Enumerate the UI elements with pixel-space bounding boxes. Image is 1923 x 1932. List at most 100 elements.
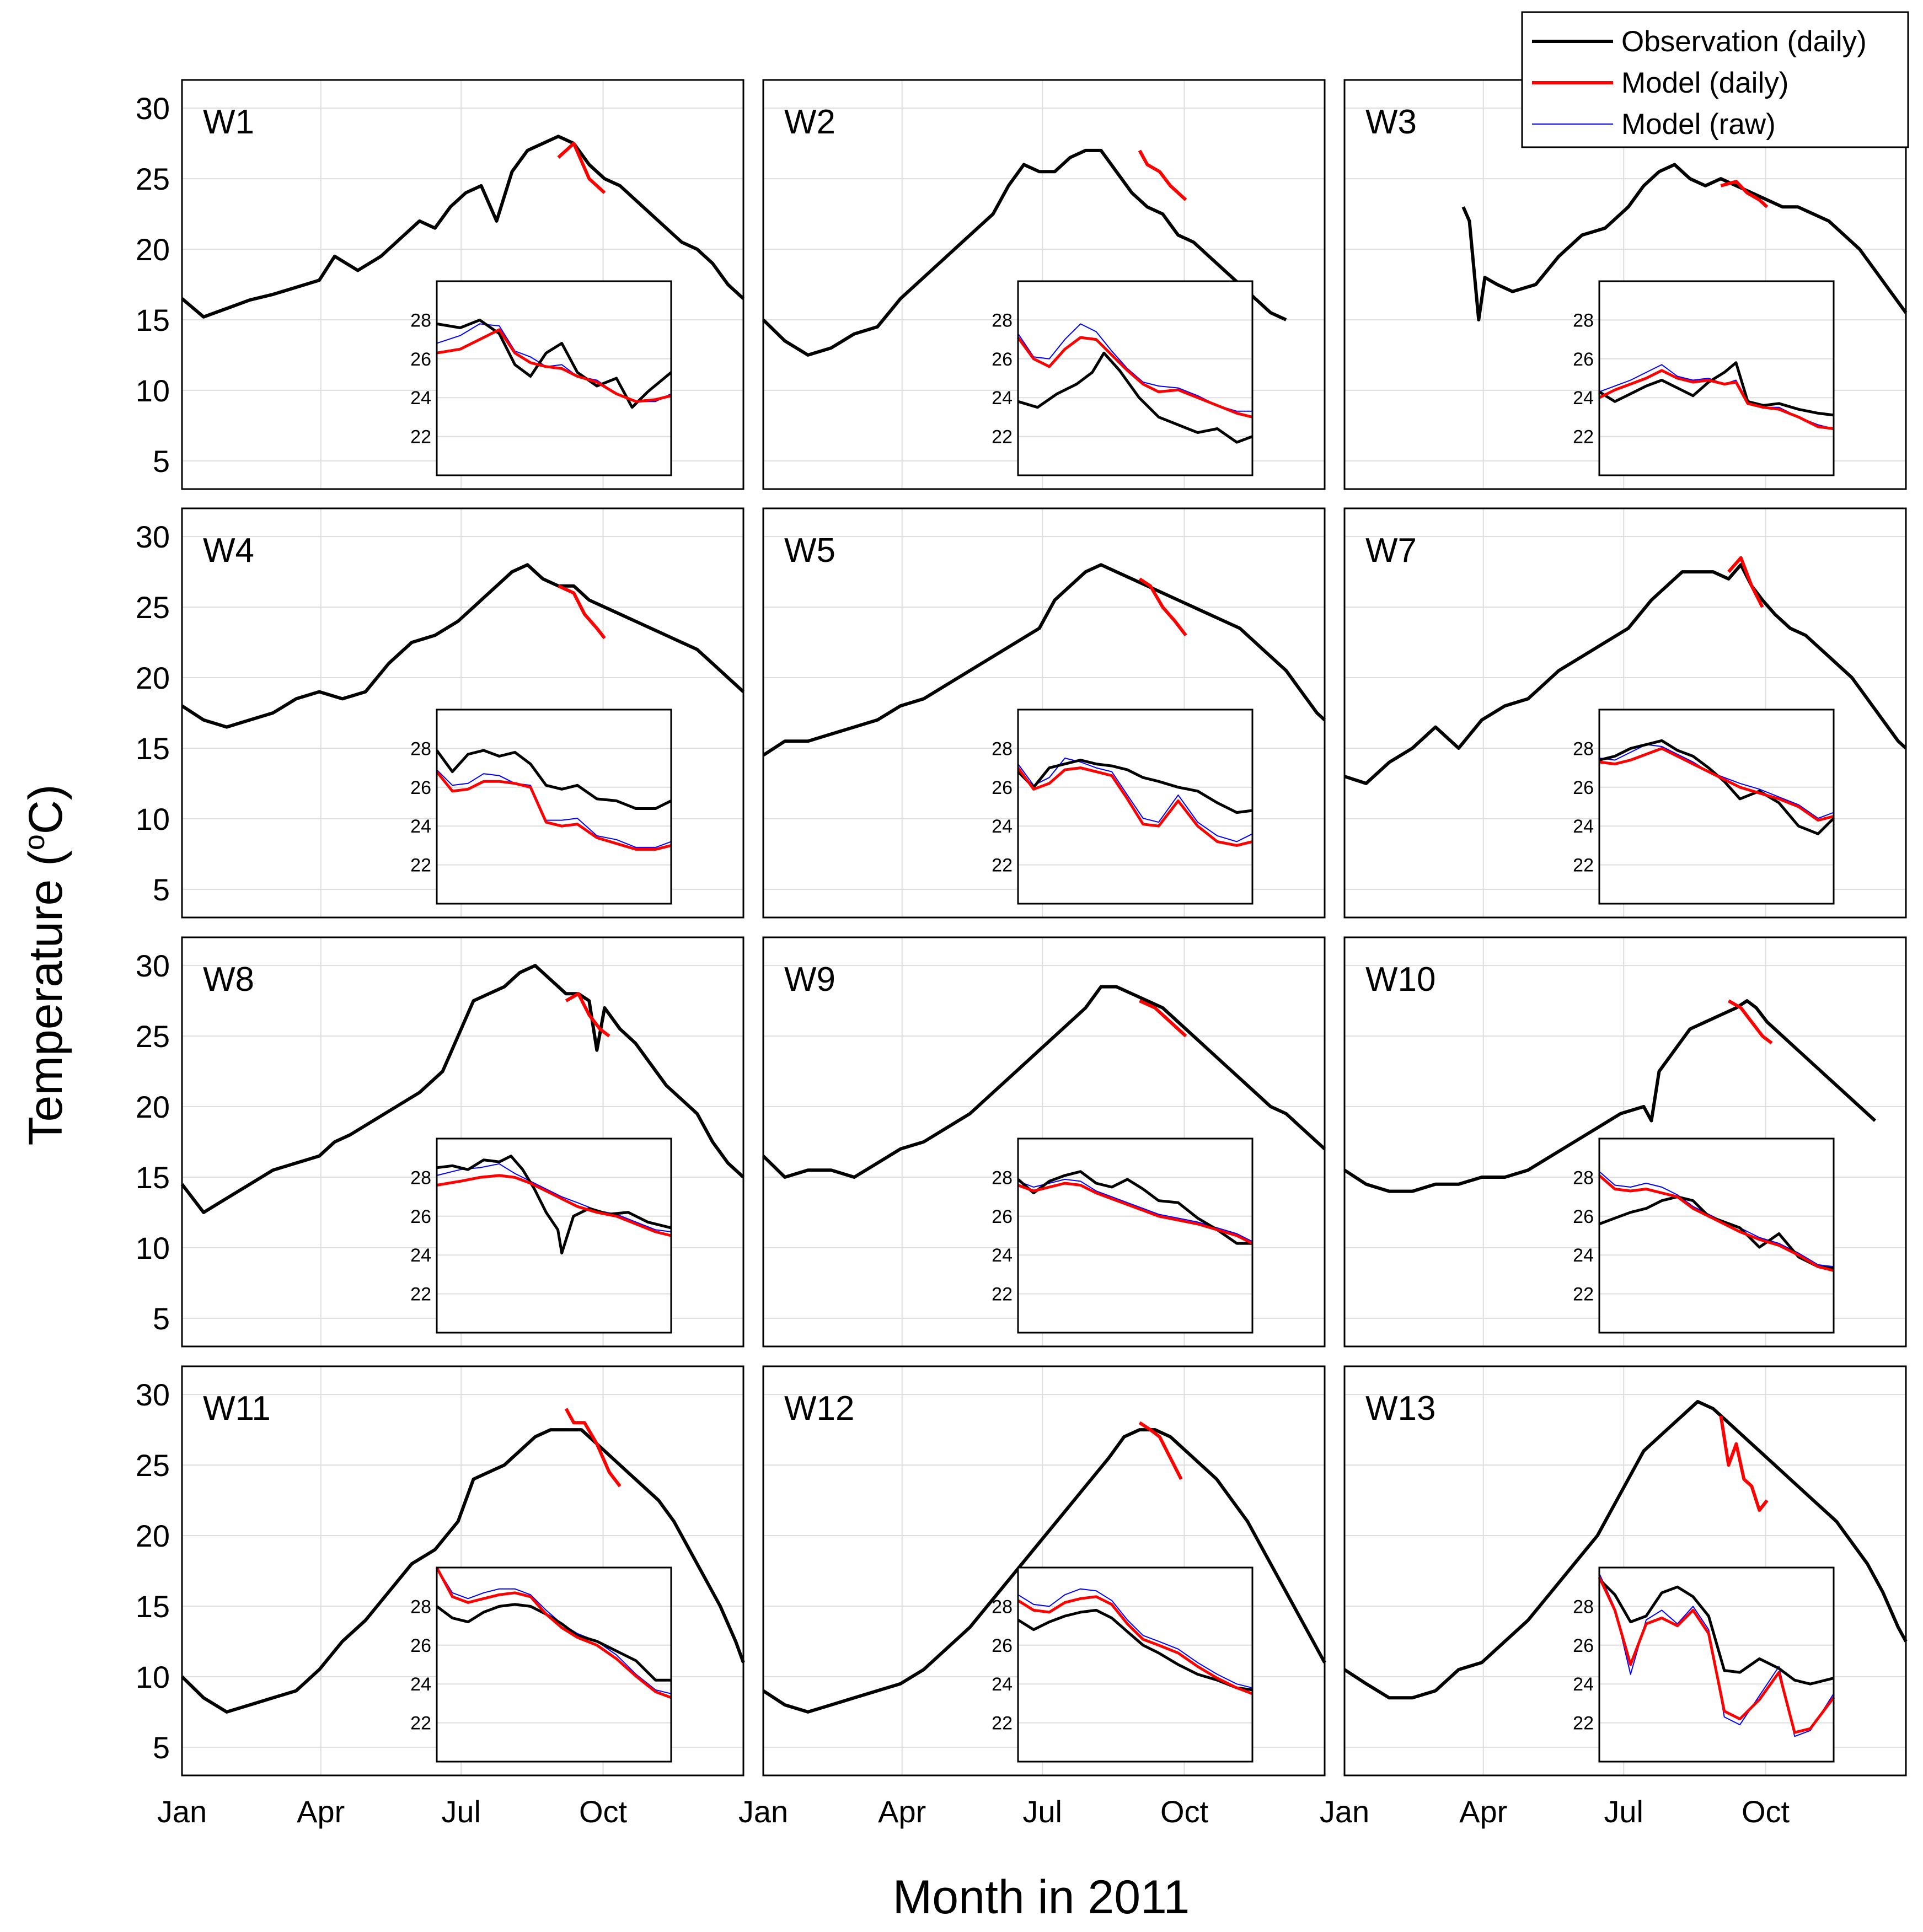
inset-model-daily-line [436,771,672,851]
inset-tick-label-y: 26 [410,349,431,370]
inset-model-daily-line [436,1174,672,1237]
observation-line [762,148,1287,357]
inset-background [1599,1139,1834,1333]
legend-box [1521,11,1909,148]
tick-label-y: 25 [136,590,170,625]
tick-label-y: 10 [136,1660,170,1694]
inset-w4: 22 24 26 28 [410,709,672,905]
inset-tick-label-y: 24 [992,1245,1013,1266]
inset-frame [1598,1137,1835,1334]
panel-label: W3 [1365,103,1417,141]
panel-frame [762,507,1326,919]
panel-w4: 22 24 26 28 W4 5 10 15 20 25 30 [136,507,745,919]
tick-label-y: 30 [136,91,170,126]
inset-tick-label-y: 28 [1573,310,1594,331]
inset-tick-label-y: 22 [992,1713,1013,1734]
inset-tick-label-y: 28 [992,1167,1013,1188]
inset-frame [436,1566,672,1763]
model-daily-line [1727,556,1764,608]
tick-label-x: Jan [1320,1794,1369,1829]
inset-tick-label-y: 22 [410,1284,431,1305]
inset-tick-label-y: 22 [410,1713,431,1734]
tick-label-x: Jul [1022,1794,1062,1829]
tick-label-y: 20 [136,1518,170,1553]
inset-tick-label-y: 24 [410,1674,431,1695]
panel-frame [181,936,744,1348]
panel-label: W5 [784,532,835,570]
tick-label-x: Apr [297,1794,345,1829]
observation-line [1461,163,1908,321]
panel-w11: 22 24 26 28 W11 5 10 15 20 25 30 Jan Apr Jul Oct [136,1365,745,1829]
tick-label-y: 10 [136,373,170,408]
observation-line [181,563,745,729]
inset-tick-label-y: 26 [1573,1206,1594,1227]
panel-frame [762,936,1326,1348]
model-daily-line [1138,1421,1183,1480]
observation-line [1344,563,1908,785]
inset-tick-label-y: 28 [410,1596,431,1617]
inset-w10: 22 24 26 28 [1573,1137,1835,1334]
tick-label-y: 25 [136,162,170,196]
model-daily-line [1138,577,1187,637]
inset-model-daily-line [1599,747,1834,822]
inset-observation-line [1017,351,1253,444]
panel-frame [762,1365,1326,1777]
x-axis-title: Month in 2011 [893,1871,1190,1924]
tick-label-y: 25 [136,1019,170,1054]
inset-tick-label-y: 24 [1573,1674,1594,1695]
y-axis-title-superscript: o [19,834,51,850]
inset-w3: 22 24 26 28 [1573,280,1835,476]
inset-background [437,1139,671,1333]
inset-w2: 22 24 26 28 [992,280,1254,476]
inset-w1: 22 24 26 28 [410,280,672,476]
inset-tick-label-y: 24 [410,388,431,409]
tick-label-y: 20 [136,661,170,695]
tick-label-y: 20 [136,1090,170,1124]
tick-label-y: 15 [136,1589,170,1624]
legend-label-model-raw: Model (raw) [1621,108,1776,141]
inset-tick-label-y: 26 [1573,349,1594,370]
inset-model-daily-line [1016,336,1253,418]
inset-tick-label-y: 24 [410,1245,431,1266]
inset-tick-label-y: 24 [1573,1245,1594,1266]
inset-observation-line [1017,1608,1253,1692]
tick-label-y: 15 [136,1160,170,1195]
inset-frame [436,280,672,476]
tick-label-y: 5 [153,444,170,479]
panel-label: W13 [1365,1389,1435,1427]
inset-tick-label-y: 26 [992,777,1013,798]
inset-tick-label-y: 22 [410,427,431,448]
inset-observation-line [1017,1170,1252,1245]
panel-w7: 22 24 26 28 W7 [1343,507,1908,919]
inset-observation-line [435,749,672,810]
inset-background [437,710,671,904]
inset-frame [1017,709,1254,905]
tick-label-x: Oct [579,1794,628,1829]
tick-label-x: Jan [738,1794,788,1829]
inset-tick-label-y: 24 [410,816,431,837]
tick-label-y: 15 [136,731,170,766]
panel-label: W1 [203,103,254,141]
inset-model-daily-line [435,1566,672,1699]
panel-frame [762,79,1326,490]
inset-tick-label-y: 26 [1573,777,1594,798]
panel-frame [1343,507,1907,919]
y-axis-title-text: Temperature (oC) [19,785,72,1146]
inset-w12: 22 24 26 28 [992,1566,1254,1763]
inset-tick-label-y: 28 [992,1596,1013,1617]
panel-label: W10 [1365,960,1435,999]
legend-label-observation: Observation (daily) [1621,25,1867,58]
inset-tick-label-y: 22 [1573,855,1594,876]
inset-tick-label-y: 28 [410,1167,431,1188]
tick-label-x: Oct [1742,1794,1790,1829]
tick-label-y: 5 [153,872,170,907]
tick-label-y: 10 [136,802,170,836]
panel-w9: 22 24 26 28 W9 [762,936,1326,1348]
panel-w13: 22 24 26 28 W13 Jan Apr Jul Oct [1320,1365,1908,1829]
inset-observation-line [1598,361,1834,417]
inset-model-daily-line [1598,369,1834,430]
observation-line [1343,1400,1908,1700]
y-axis-title: Temperature (oC) [19,785,72,1146]
inset-frame [1017,1137,1254,1334]
inset-tick-label-y: 28 [992,738,1013,759]
